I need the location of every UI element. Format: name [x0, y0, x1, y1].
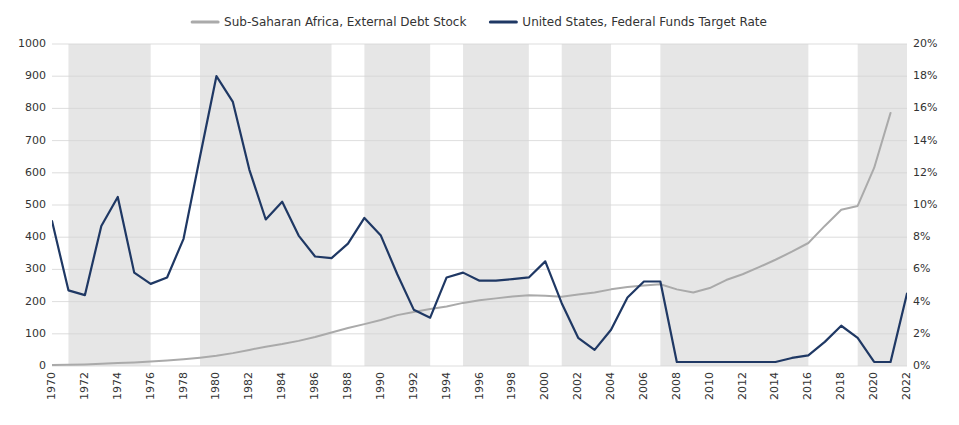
series-line [52, 113, 891, 365]
y-tick-label: 300 [25, 262, 46, 275]
y-tick-label: 1000 [18, 37, 46, 50]
legend-swatch [192, 21, 218, 24]
legend-item: Sub-Saharan Africa, External Debt Stock [192, 15, 466, 29]
series-lines [52, 76, 907, 365]
y-tick-label: 0 [39, 359, 46, 372]
grid-line [52, 172, 907, 173]
grid-line [52, 269, 907, 270]
x-tick-label: 2012 [736, 372, 749, 400]
x-tick-label: 1980 [209, 372, 222, 400]
x-tick-label: 2018 [834, 372, 847, 400]
grid-line [52, 44, 907, 45]
x-tick-label: 1974 [111, 372, 124, 400]
y-tick-label: 900 [25, 69, 46, 82]
x-tick-label: 1976 [144, 372, 157, 400]
x-tick-label: 2006 [637, 372, 650, 400]
x-tick-label: 2004 [604, 372, 617, 400]
x-tick-label: 1984 [275, 372, 288, 400]
x-tick-label: 2022 [900, 372, 913, 400]
y-tick-label: 800 [25, 101, 46, 114]
y-tick-label: 700 [25, 134, 46, 147]
x-tick-label: 1992 [407, 372, 420, 400]
chart: 0 100 200 300 400 500 600 700 800 900 1000 0% 2% 4% 6%… [0, 0, 959, 425]
x-tick-label: 2000 [538, 372, 551, 400]
x-tick-label: 2002 [571, 372, 584, 400]
y-tick-label: 400 [25, 230, 46, 243]
grid-line [52, 237, 907, 238]
grid-line [52, 366, 907, 367]
x-tick-label: 2014 [768, 372, 781, 400]
series-line [52, 76, 907, 362]
y2-tick-label: 8% [913, 230, 930, 243]
y2-tick-label: 18% [913, 69, 937, 82]
grid-line [52, 140, 907, 141]
y2-tick-label: 10% [913, 198, 937, 211]
x-tick-label: 1970 [45, 372, 58, 400]
y2-tick-label: 6% [913, 262, 930, 275]
x-tick-label: 1972 [78, 372, 91, 400]
x-tick-label: 1978 [177, 372, 190, 400]
legend: Sub-Saharan Africa, External Debt Stock U… [192, 15, 767, 29]
x-tick-label: 2016 [801, 372, 814, 400]
legend-label: United States, Federal Funds Target Rate [522, 15, 767, 29]
grid-line [52, 76, 907, 77]
grid [52, 44, 907, 366]
axes: 0 100 200 300 400 500 600 700 800 900 1000 0% 2% 4% 6%… [18, 37, 937, 400]
y-tick-label: 200 [25, 295, 46, 308]
y2-tick-label: 16% [913, 101, 937, 114]
legend-item: United States, Federal Funds Target Rate [490, 15, 767, 29]
x-tick-label: 2008 [670, 372, 683, 400]
legend-swatch [490, 21, 516, 24]
grid-line [52, 333, 907, 334]
y-tick-label: 600 [25, 166, 46, 179]
y-tick-label: 500 [25, 198, 46, 211]
x-tick-label: 1998 [505, 372, 518, 400]
x-tick-label: 1988 [341, 372, 354, 400]
x-tick-label: 2020 [867, 372, 880, 400]
grid-line [52, 108, 907, 109]
x-tick-label: 2010 [703, 372, 716, 400]
x-tick-label: 1986 [308, 372, 321, 400]
y2-tick-label: 14% [913, 134, 937, 147]
y2-tick-label: 2% [913, 327, 930, 340]
y2-tick-label: 4% [913, 295, 930, 308]
y2-tick-label: 20% [913, 37, 937, 50]
y-tick-label: 100 [25, 327, 46, 340]
y2-tick-label: 0% [913, 359, 930, 372]
x-tick-label: 1994 [440, 372, 453, 400]
y2-tick-label: 12% [913, 166, 937, 179]
grid-line [52, 205, 907, 206]
legend-label: Sub-Saharan Africa, External Debt Stock [224, 15, 466, 29]
x-tick-label: 1982 [242, 372, 255, 400]
x-tick-label: 1996 [473, 372, 486, 400]
x-tick-label: 1990 [374, 372, 387, 400]
